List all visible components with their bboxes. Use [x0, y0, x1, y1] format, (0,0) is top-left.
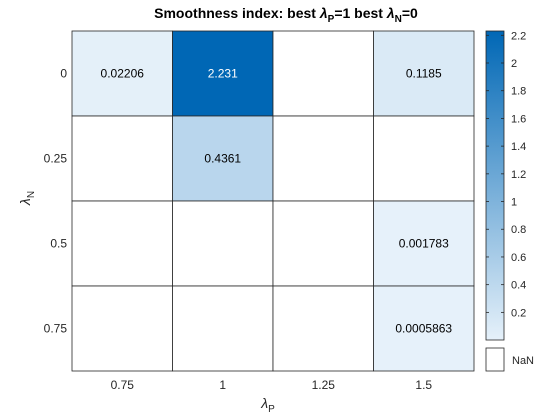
- colorbar-tick-label: 1: [511, 197, 517, 209]
- colorbar-tick-label: 0.6: [511, 252, 526, 264]
- colorbar: [485, 30, 505, 341]
- title-prefix: Smoothness index: best: [154, 5, 320, 21]
- colorbar-tick-label: 1.8: [511, 86, 526, 98]
- nan-label: NaN: [512, 355, 534, 367]
- x-tick-label: 1.25: [312, 378, 336, 392]
- heatmap-cell: [172, 30, 274, 117]
- x-tick-labels: 0.75 1 1.25 1.5: [111, 378, 433, 392]
- heatmap-cell: [172, 200, 274, 287]
- y-tick-label: 0.75: [44, 322, 68, 336]
- x-axis-lambda: λ: [260, 395, 268, 411]
- heatmap-cell: [71, 200, 173, 287]
- title-mid: =1 best: [334, 5, 387, 21]
- x-axis-label: λP: [260, 395, 275, 415]
- heatmap-cell: [71, 115, 173, 202]
- title-suffix: =0: [402, 5, 418, 21]
- x-axis-sub: P: [268, 404, 275, 415]
- cell-value-label: 0.1185: [406, 67, 442, 81]
- heatmap-cell: [373, 285, 475, 372]
- colorbar-ticks: 0.2 0.4 0.6 0.8 1 1.2 1.4 1.6 1.8 2 2.2: [486, 30, 526, 319]
- x-tick-label: 0.75: [111, 378, 135, 392]
- colorbar-tick-label: 0.8: [511, 224, 526, 236]
- chart-title: Smoothness index: best λP=1 best λN=0: [154, 5, 418, 25]
- heatmap-cell: [373, 115, 475, 202]
- y-axis-lambda: λ: [17, 198, 33, 206]
- y-tick-label: 0.5: [50, 237, 67, 251]
- heatmap-cell: [272, 200, 374, 287]
- colorbar-tick-label: 1.4: [511, 141, 526, 153]
- cell-value-label: 0.001783: [399, 237, 449, 251]
- colorbar-tick-label: 1.6: [511, 113, 526, 125]
- title-sub-p: P: [328, 14, 335, 25]
- heatmap-cell: [272, 115, 374, 202]
- cell-value-label: 2.231: [208, 67, 238, 81]
- colorbar-tick-label: 0.4: [511, 280, 526, 292]
- y-tick-label: 0.25: [44, 152, 68, 166]
- y-tick-labels: 0 0.25 0.5 0.75: [44, 67, 68, 336]
- cell-value-label: 0.4361: [204, 152, 241, 166]
- y-axis-label: λN: [17, 191, 37, 206]
- title-lambda-n: λ: [386, 5, 395, 21]
- cell-value-label: 0.0005863: [395, 322, 452, 336]
- x-tick-label: 1: [219, 378, 226, 392]
- y-axis-sub: N: [26, 191, 37, 198]
- heatmap-cell: [71, 285, 173, 372]
- nan-swatch: [485, 347, 505, 372]
- cell-value-label: 0.02206: [101, 67, 145, 81]
- title-lambda-p: λ: [319, 5, 328, 21]
- title-sub-n: N: [395, 14, 402, 25]
- colorbar-tick-label: 0.2: [511, 307, 526, 319]
- heatmap-cell: [71, 30, 173, 117]
- x-tick-label: 1.5: [415, 378, 432, 392]
- colorbar-tick-label: 1.2: [511, 169, 526, 181]
- heatmap-cell: [272, 285, 374, 372]
- heatmap-cell: [172, 285, 274, 372]
- heatmap-cell: [373, 30, 475, 117]
- y-tick-label: 0: [60, 67, 67, 81]
- heatmap-cells: 0.02206 2.231 0.1185 0.4361 0.001783 0.000586…: [71, 30, 475, 372]
- colorbar-tick-label: 2: [511, 58, 517, 70]
- heatmap-cell: [272, 30, 374, 117]
- colorbar-tick-label: 2.2: [511, 30, 526, 42]
